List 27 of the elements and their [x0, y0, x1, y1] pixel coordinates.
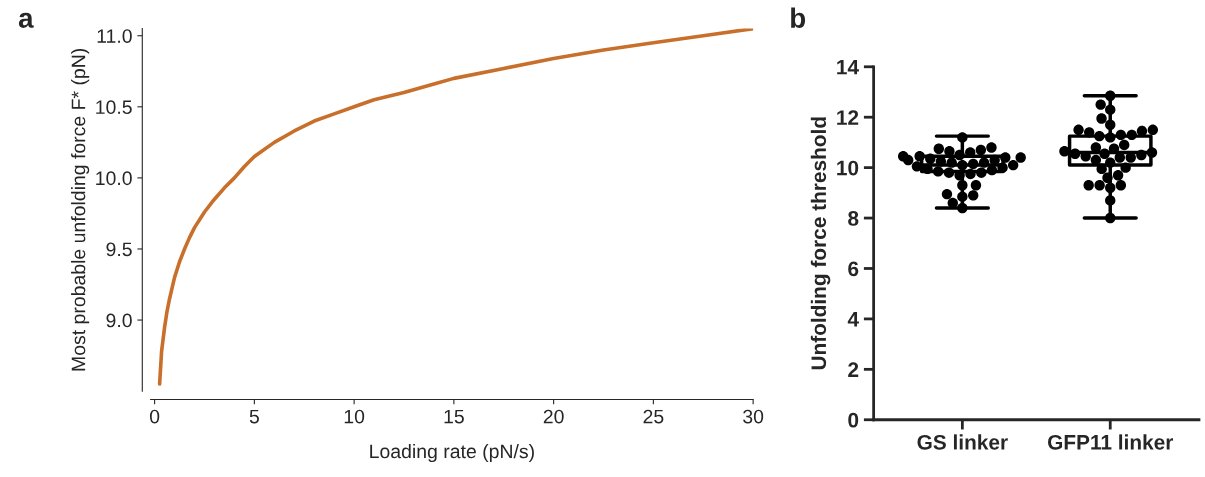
x-tick-label: 15 — [444, 409, 464, 424]
y-tick-label: 10.5 — [96, 100, 132, 115]
x-tick-label: 0 — [149, 409, 160, 424]
text: b — [791, 7, 806, 28]
y-tick-label: 4 — [847, 312, 859, 327]
y-tick-label: 10 — [837, 160, 859, 176]
y-tick-label: 14 — [837, 60, 859, 75]
y-tick-label: 10.0 — [96, 171, 132, 186]
x-tick-label: 25 — [643, 409, 664, 424]
x-tick-label: 5 — [249, 409, 259, 424]
x-axis-title: Loading rate (pN/s) — [370, 443, 534, 463]
y-tick-label: 9.5 — [106, 242, 132, 257]
x-tick-label: 30 — [743, 409, 764, 424]
x-tick-label: 10 — [344, 409, 365, 424]
y-axis-title: Most probable unfolding force F* (pN) — [71, 48, 90, 371]
y-tick-label: 12 — [837, 110, 859, 125]
y-tick-label: 2 — [848, 362, 859, 377]
y-tick-label: 6 — [848, 261, 859, 277]
y-tick-label: 9.0 — [106, 313, 132, 328]
line-series — [157, 28, 754, 386]
x-tick-label: GS linker — [917, 434, 1008, 450]
x-tick-label: 20 — [543, 409, 564, 424]
x-tick-label: GFP11 linker — [1047, 434, 1174, 450]
text: a — [18, 12, 34, 28]
y-axis-title: Unfolding force threshold — [810, 117, 831, 370]
y-tick-label: 11.0 — [97, 29, 132, 43]
y-tick-label: 8 — [848, 211, 859, 226]
